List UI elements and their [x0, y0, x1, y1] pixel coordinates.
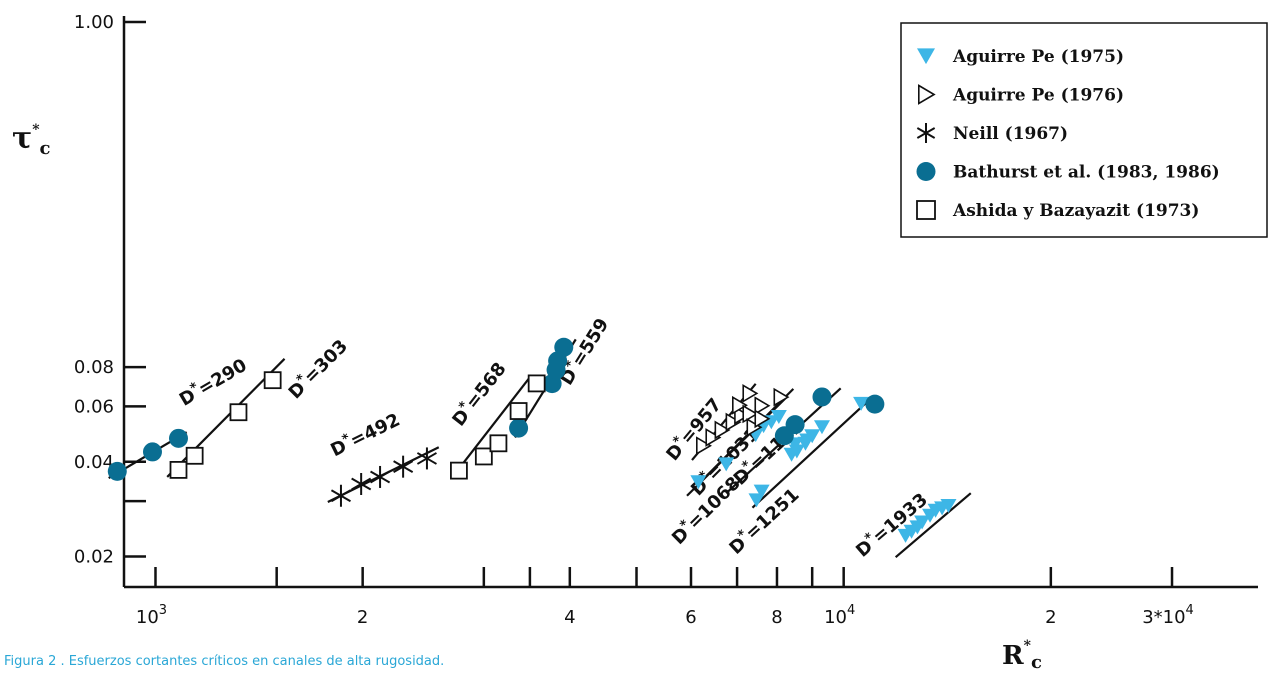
x-tick-label: 104: [824, 603, 855, 628]
asterisk-stroke: [916, 127, 936, 139]
y-tick-label: 0.04: [74, 452, 114, 473]
data-points: [107, 337, 957, 543]
triangle-marker: [813, 420, 830, 435]
x-tick-label: 8: [771, 607, 782, 628]
open-triangle-marker: [734, 405, 751, 425]
asterisk-marker: [330, 484, 351, 507]
legend-entry-label: Neill (1967): [953, 124, 1068, 144]
axis-ticks: 103 2 4 6 8 104 2 3*104 1.00 0.08 0.06 0.04 0.02 τ*c R…: [12, 12, 1194, 673]
open-triangle-marker: [714, 420, 731, 440]
triangle-marker: [914, 515, 931, 530]
asterisk-stroke: [416, 452, 437, 465]
y-axis-title: τ*c: [12, 121, 51, 159]
x-tick-label: 3*104: [1142, 603, 1194, 628]
circle-marker: [785, 415, 805, 435]
open-triangle-marker: [917, 84, 936, 105]
asterisk-marker: [916, 123, 936, 143]
circle-marker: [168, 428, 188, 448]
open-triangle-marker: [773, 387, 790, 407]
y-tick-label: 0.02: [74, 547, 114, 568]
fit-line: [751, 396, 873, 509]
asterisk-marker: [351, 473, 372, 496]
series-asterisk: [330, 447, 437, 507]
square-marker: [509, 402, 528, 420]
square-marker: [263, 371, 282, 390]
x-tick-label: 103: [136, 603, 167, 628]
triangle-marker: [853, 396, 870, 411]
asterisk-marker: [416, 447, 437, 470]
circle-marker: [107, 461, 127, 481]
circle-marker: [916, 162, 936, 181]
triangle-marker: [748, 493, 765, 508]
legend: Aguirre Pe (1975) Aguirre Pe (1976) Neill …: [900, 22, 1268, 238]
open-triangle-marker: [725, 412, 742, 432]
y-tick-label: 0.08: [74, 357, 114, 378]
circle-marker: [142, 442, 162, 462]
triangle-marker: [797, 436, 814, 451]
open-triangle-marker: [754, 396, 771, 416]
fit-line: [894, 492, 972, 559]
open-triangle-marker: [731, 395, 748, 415]
x-tick-label: 6: [685, 607, 696, 628]
circle-marker: [812, 387, 832, 407]
square-marker: [185, 446, 204, 465]
y-tick-label: 0.06: [74, 396, 114, 417]
open-triangle-marker: [696, 436, 712, 456]
circle-marker: [509, 418, 529, 438]
open-triangle-marker: [742, 404, 759, 424]
triangle-marker: [753, 484, 770, 499]
fit-line-labels: D*=290D*=303D*=492D*=568D*=559D*=957D*=1…: [175, 315, 932, 562]
x-tick-label: 2: [1045, 607, 1056, 628]
series-square-open: [169, 371, 546, 480]
legend-entry-label: Ashida y Bazayazit (1973): [952, 201, 1199, 221]
triangle-marker: [718, 457, 735, 472]
open-triangle-marker: [754, 409, 771, 429]
fit-line-label: D*=303: [283, 334, 352, 403]
legend-entry-label: Bathurst et al. (1983, 1986): [953, 163, 1220, 183]
x-tick-label: 2: [357, 607, 368, 628]
asterisk-marker: [370, 465, 391, 488]
series-triangle-right-open: [696, 383, 790, 456]
triangle-marker: [788, 444, 805, 459]
square-marker: [450, 461, 468, 480]
triangle-marker: [934, 501, 951, 516]
asterisk-stroke: [330, 489, 351, 503]
square-marker: [489, 434, 508, 453]
square-marker: [229, 403, 248, 422]
square-marker: [169, 460, 188, 479]
circle-marker: [554, 337, 574, 357]
asterisk-stroke: [370, 470, 391, 484]
fit-line-label: D*=568: [447, 357, 511, 430]
figure-caption: Figura 2 . Esfuerzos cortantes críticos …: [4, 654, 445, 669]
legend-entry-label: Aguirre Pe (1975): [952, 47, 1124, 67]
fit-line-label: D*=492: [326, 408, 403, 462]
x-tick-label: 4: [564, 607, 575, 628]
legend-box: [900, 22, 1268, 238]
open-triangle-marker: [746, 417, 763, 437]
asterisk-stroke: [351, 477, 372, 491]
triangle-marker: [917, 48, 935, 65]
triangle-marker: [770, 410, 787, 425]
circle-marker: [865, 394, 885, 414]
open-triangle-marker: [742, 383, 759, 403]
square-marker: [916, 200, 936, 220]
y-tick-label: 1.00: [74, 12, 114, 33]
asterisk-marker: [393, 455, 414, 478]
x-axis-title: R*c: [1002, 638, 1042, 673]
triangle-marker: [804, 429, 821, 444]
asterisk-stroke: [393, 460, 414, 474]
fit-line-label: D*=290: [175, 353, 251, 411]
square-marker: [474, 447, 493, 466]
open-triangle-marker: [705, 428, 722, 447]
square-marker: [527, 374, 546, 393]
fit-line: [453, 374, 533, 475]
legend-entry-label: Aguirre Pe (1976): [952, 86, 1124, 106]
series-circle-filled: [107, 337, 885, 481]
triangle-marker: [690, 475, 707, 490]
